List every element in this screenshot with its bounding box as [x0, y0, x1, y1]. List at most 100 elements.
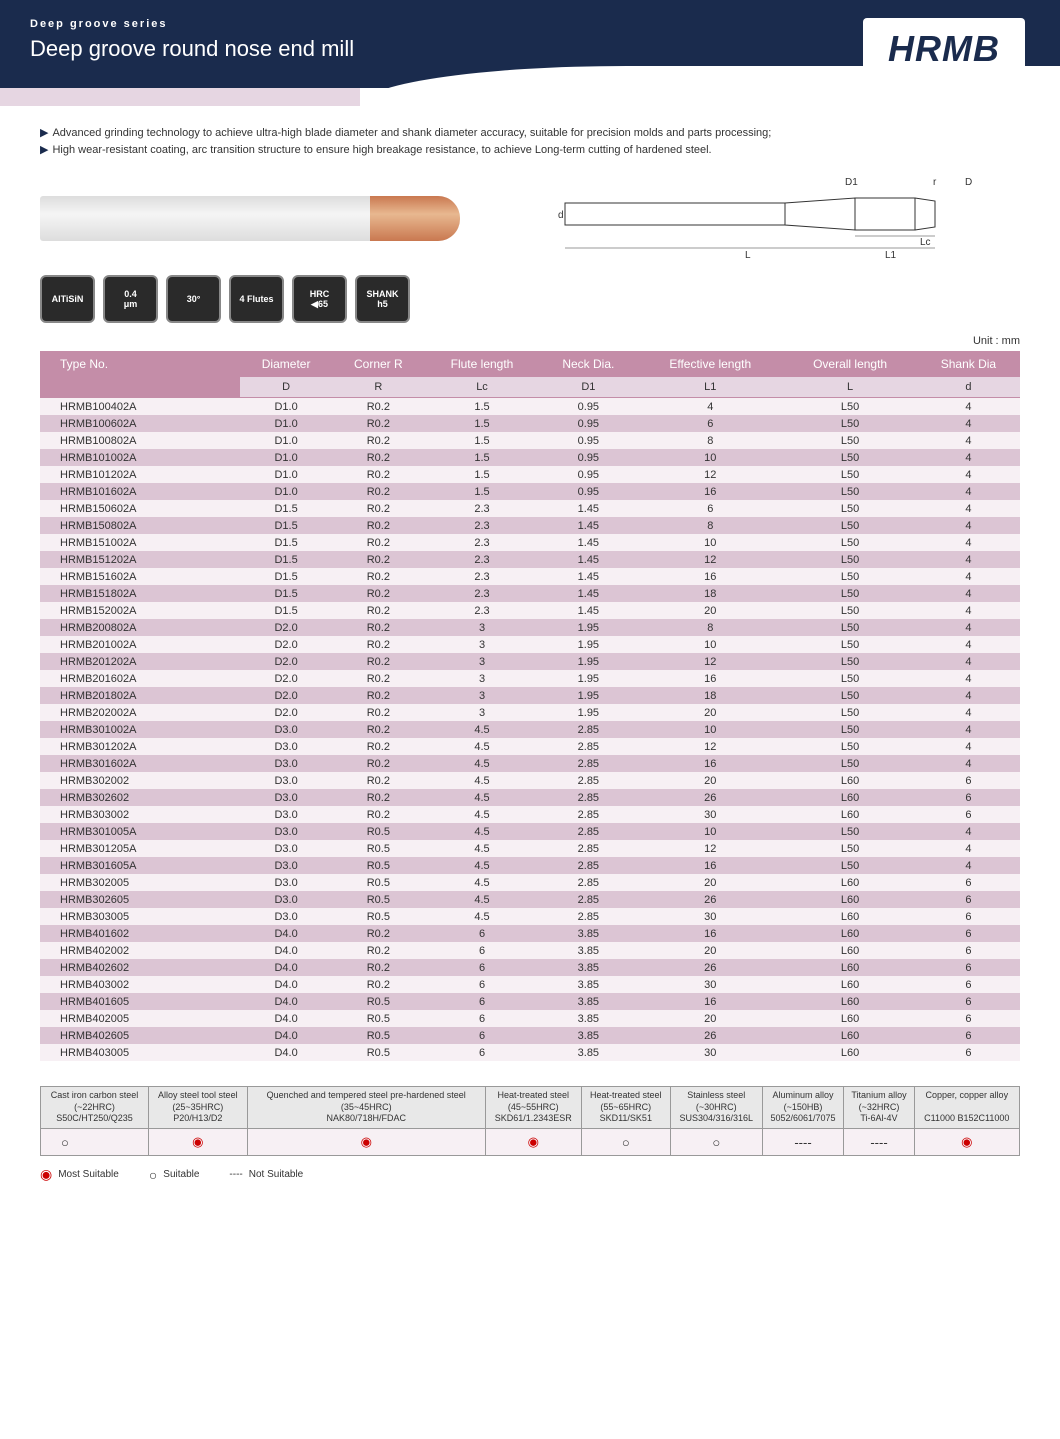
cell: 6: [917, 942, 1020, 959]
cell: R0.5: [332, 823, 424, 840]
table-row: HRMB302602D3.0R0.24.52.8526L606: [40, 789, 1020, 806]
cell: 3.85: [540, 1044, 638, 1061]
badge: 0.4μm: [103, 275, 158, 323]
cell: 16: [637, 483, 783, 500]
table-row: HRMB402005D4.0R0.563.8520L606: [40, 1010, 1020, 1027]
cell: D1.0: [240, 483, 332, 500]
cell: 16: [637, 925, 783, 942]
cell: HRMB301002A: [40, 721, 240, 738]
cell: HRMB303002: [40, 806, 240, 823]
cell: D1.5: [240, 551, 332, 568]
cell: 4.5: [424, 789, 539, 806]
table-row: HRMB151602AD1.5R0.22.31.4516L504: [40, 568, 1020, 585]
cell: D4.0: [240, 976, 332, 993]
col-header: Neck Dia.: [540, 351, 638, 377]
cell: HRMB301005A: [40, 823, 240, 840]
cell: HRMB402002: [40, 942, 240, 959]
cell: 20: [637, 772, 783, 789]
table-row: HRMB403002D4.0R0.263.8530L606: [40, 976, 1020, 993]
cell: 1.95: [540, 704, 638, 721]
col-header: Flute length: [424, 351, 539, 377]
material-symbol: ◉: [914, 1129, 1019, 1156]
cell: R0.2: [332, 602, 424, 619]
material-symbol: ○: [41, 1129, 149, 1156]
cell: HRMB150602A: [40, 500, 240, 517]
cell: 4: [917, 415, 1020, 432]
cell: L60: [783, 959, 917, 976]
cell: 2.85: [540, 772, 638, 789]
cell: R0.2: [332, 517, 424, 534]
material-header: Alloy steel tool steel(25~35HRC)P20/H13/…: [148, 1087, 247, 1129]
cell: 6: [917, 925, 1020, 942]
cell: L50: [783, 670, 917, 687]
material-header: Stainless steel(~30HRC)SUS304/316/316L: [670, 1087, 762, 1129]
cell: R0.2: [332, 653, 424, 670]
cell: 6: [917, 772, 1020, 789]
cell: 1.95: [540, 653, 638, 670]
col-symbol: L1: [637, 377, 783, 398]
schematic-drawing: d D1 r D Lc L1 L: [520, 173, 1020, 263]
cell: L50: [783, 738, 917, 755]
cell: 2.3: [424, 602, 539, 619]
table-row: HRMB151202AD1.5R0.22.31.4512L504: [40, 551, 1020, 568]
cell: 2.85: [540, 891, 638, 908]
cell: L60: [783, 874, 917, 891]
cell: 2.3: [424, 585, 539, 602]
cell: R0.5: [332, 840, 424, 857]
table-row: HRMB100402AD1.0R0.21.50.954L504: [40, 398, 1020, 416]
col-symbol: L: [783, 377, 917, 398]
cell: 4: [917, 687, 1020, 704]
table-row: HRMB301205AD3.0R0.54.52.8512L504: [40, 840, 1020, 857]
col-header: Type No.: [40, 351, 240, 377]
table-row: HRMB200802AD2.0R0.231.958L504: [40, 619, 1020, 636]
cell: 20: [637, 704, 783, 721]
cell: 20: [637, 874, 783, 891]
cell: L60: [783, 1044, 917, 1061]
cell: 4.5: [424, 908, 539, 925]
cell: D1.5: [240, 585, 332, 602]
cell: 6: [424, 942, 539, 959]
table-row: HRMB301002AD3.0R0.24.52.8510L504: [40, 721, 1020, 738]
cell: D3.0: [240, 738, 332, 755]
cell: L50: [783, 704, 917, 721]
cell: R0.2: [332, 449, 424, 466]
cell: 1.5: [424, 483, 539, 500]
cell: 16: [637, 755, 783, 772]
material-header: Quenched and tempered steel pre-hardened…: [247, 1087, 485, 1129]
cell: R0.2: [332, 636, 424, 653]
svg-text:D1: D1: [845, 177, 858, 188]
cell: R0.5: [332, 1044, 424, 1061]
cell: 1.45: [540, 517, 638, 534]
cell: L50: [783, 636, 917, 653]
table-row: HRMB150602AD1.5R0.22.31.456L504: [40, 500, 1020, 517]
cell: HRMB150802A: [40, 517, 240, 534]
table-row: HRMB402002D4.0R0.263.8520L606: [40, 942, 1020, 959]
cell: HRMB101602A: [40, 483, 240, 500]
cell: 4.5: [424, 755, 539, 772]
cell: R0.2: [332, 806, 424, 823]
cell: 2.85: [540, 840, 638, 857]
cell: 1.5: [424, 415, 539, 432]
cell: D4.0: [240, 1010, 332, 1027]
cell: R0.2: [332, 789, 424, 806]
cell: D2.0: [240, 704, 332, 721]
feature-bullets: ▶Advanced grinding technology to achieve…: [40, 125, 1020, 158]
cell: 6: [917, 789, 1020, 806]
cell: HRMB201602A: [40, 670, 240, 687]
cell: HRMB301605A: [40, 857, 240, 874]
cell: L50: [783, 398, 917, 416]
cell: 16: [637, 670, 783, 687]
cell: L50: [783, 840, 917, 857]
spec-table: Type No.DiameterCorner RFlute lengthNeck…: [40, 351, 1020, 1061]
cell: 6: [424, 925, 539, 942]
cell: 8: [637, 619, 783, 636]
cell: 30: [637, 976, 783, 993]
cell: 2.3: [424, 517, 539, 534]
cell: D1.0: [240, 466, 332, 483]
cell: 4.5: [424, 721, 539, 738]
cell: 4.5: [424, 891, 539, 908]
cell: R0.2: [332, 534, 424, 551]
cell: R0.2: [332, 959, 424, 976]
cell: L60: [783, 806, 917, 823]
cell: HRMB100402A: [40, 398, 240, 416]
